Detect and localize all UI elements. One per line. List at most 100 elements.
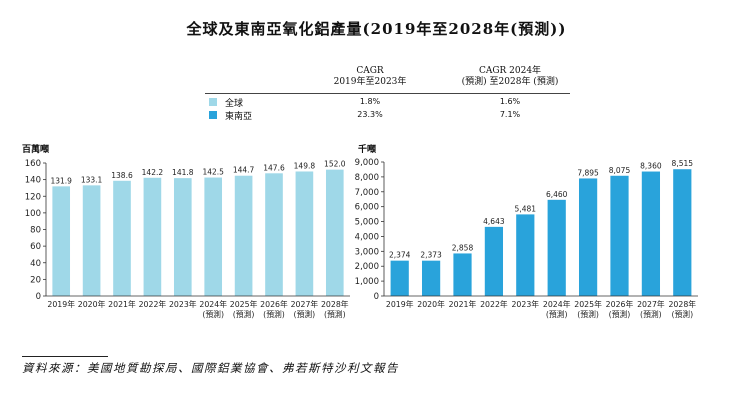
sea-bar bbox=[421, 260, 441, 296]
sea-y-tick-label: 6,000 bbox=[355, 203, 379, 213]
global-y-tick-label: 100 bbox=[25, 209, 41, 219]
sea-x-tick-label: 2023年 bbox=[511, 299, 539, 309]
global-bar-label: 142.5 bbox=[202, 168, 224, 177]
global-bar bbox=[325, 169, 344, 296]
sea-bar bbox=[610, 175, 629, 296]
global-x-tick-label: (預測) bbox=[294, 309, 316, 319]
sea-bar bbox=[673, 169, 692, 296]
global-bar bbox=[204, 177, 223, 296]
sea-y-tick-label: 1,000 bbox=[355, 277, 379, 287]
global-x-tick-label: 2024年 bbox=[199, 299, 227, 309]
global-bar-label: 149.8 bbox=[294, 161, 316, 170]
sea-y-tick-label: 7,000 bbox=[355, 188, 379, 198]
cagr-sea-period1: 23.3% bbox=[357, 110, 383, 119]
legend-label-global: 全球 bbox=[225, 99, 244, 109]
sea-bar bbox=[641, 171, 661, 296]
sea-bar-label: 8,075 bbox=[609, 166, 631, 175]
global-y-tick-label: 20 bbox=[30, 275, 41, 285]
global-bar-label: 147.6 bbox=[263, 163, 285, 172]
global-bar-label: 138.6 bbox=[111, 171, 133, 180]
sea-x-tick-label: 2025年 bbox=[574, 299, 602, 309]
sea-x-tick-label: 2028年 bbox=[668, 299, 696, 309]
global-bar bbox=[113, 180, 131, 296]
cagr-header-period1: CAGR 2019年至2023年 bbox=[315, 66, 425, 88]
global-bar bbox=[52, 186, 71, 296]
global-bar-label: 142.2 bbox=[142, 168, 164, 177]
sea-x-tick-label: (預測) bbox=[609, 309, 631, 319]
sea-bar-label: 8,360 bbox=[640, 162, 662, 171]
sea-x-tick-label: 2027年 bbox=[637, 299, 665, 309]
chart-title: 全球及東南亞氧化鋁產量(2019年至2028年(預測)) bbox=[186, 20, 567, 38]
sea-bar-label: 2,374 bbox=[389, 251, 411, 260]
source-note: 資料來源：美國地質勘探局、國際鋁業協會、弗若斯特沙利文報告 bbox=[22, 361, 399, 375]
global-x-tick-label: (預測) bbox=[324, 309, 346, 319]
sea-y-tick-label: 9,000 bbox=[355, 158, 379, 168]
sea-x-tick-label: (預測) bbox=[546, 309, 568, 319]
global-bar-label: 141.8 bbox=[172, 168, 194, 177]
global-x-tick-label: 2020年 bbox=[78, 299, 106, 309]
left-chart-unit: 百萬噸 bbox=[22, 145, 50, 155]
global-x-tick-label: 2027年 bbox=[291, 299, 319, 309]
global-x-tick-label: 2026年 bbox=[260, 299, 288, 309]
cagr-global-period1: 1.8% bbox=[359, 97, 381, 106]
global-x-tick-label: 2025年 bbox=[230, 299, 258, 309]
sea-y-tick-label: 5,000 bbox=[355, 218, 379, 228]
global-y-tick-label: 40 bbox=[30, 259, 41, 269]
global-bar bbox=[143, 177, 162, 296]
sea-y-tick-label: 0 bbox=[374, 292, 379, 302]
sea-x-tick-label: (預測) bbox=[671, 309, 693, 319]
cagr-header-period2-line1: CAGR 2024年 bbox=[478, 66, 542, 76]
global-bar bbox=[295, 171, 314, 296]
cagr-row-global: 全球 1.8% 1.6% bbox=[205, 96, 570, 109]
cagr-row-sea: 東南亞 23.3% 7.1% bbox=[205, 109, 570, 122]
global-bar bbox=[265, 173, 283, 296]
global-x-tick-label: 2023年 bbox=[169, 299, 197, 309]
sea-bar-label: 7,895 bbox=[577, 168, 599, 177]
sea-x-tick-label: 2022年 bbox=[480, 299, 508, 309]
source-divider bbox=[22, 356, 108, 357]
sea-bar bbox=[390, 260, 409, 296]
sea-bar-label: 4,643 bbox=[483, 217, 505, 226]
global-x-tick-label: 2021年 bbox=[108, 299, 136, 309]
global-y-tick-label: 0 bbox=[36, 292, 41, 302]
legend-swatch-global bbox=[209, 98, 217, 106]
legend-label-sea: 東南亞 bbox=[225, 112, 253, 122]
sea-x-tick-label: 2021年 bbox=[449, 299, 477, 309]
cagr-header-period2: CAGR 2024年 (預測) 至2028年 (預測) bbox=[445, 66, 575, 88]
sea-bar-label: 5,481 bbox=[515, 204, 537, 213]
sea-bar-label: 8,515 bbox=[672, 159, 694, 168]
global-x-tick-label: 2019年 bbox=[47, 299, 75, 309]
sea-x-tick-label: 2026年 bbox=[606, 299, 634, 309]
cagr-divider bbox=[205, 93, 570, 94]
global-x-tick-label: 2022年 bbox=[139, 299, 167, 309]
global-bar bbox=[82, 185, 101, 296]
sea-bar bbox=[578, 178, 598, 296]
global-x-tick-label: (預測) bbox=[233, 309, 255, 319]
cagr-header-period1-line1: CAGR bbox=[356, 66, 384, 76]
global-x-tick-label: (預測) bbox=[202, 309, 224, 319]
sea-x-tick-label: 2019年 bbox=[386, 299, 414, 309]
sea-x-tick-label: (預測) bbox=[640, 309, 662, 319]
sea-bar-label: 2,373 bbox=[420, 251, 442, 260]
global-bar-label: 131.9 bbox=[50, 176, 72, 185]
sea-x-tick-label: (預測) bbox=[577, 309, 599, 319]
global-y-tick-label: 160 bbox=[25, 159, 41, 169]
legend-swatch-sea bbox=[209, 111, 217, 119]
global-x-tick-label: 2028年 bbox=[321, 299, 349, 309]
global-bar-label: 144.7 bbox=[233, 166, 255, 175]
global-y-tick-label: 120 bbox=[25, 192, 41, 202]
sea-y-tick-label: 8,000 bbox=[355, 173, 379, 183]
cagr-sea-period2: 7.1% bbox=[499, 110, 521, 119]
global-x-tick-label: (預測) bbox=[263, 309, 285, 319]
sea-bar bbox=[547, 199, 566, 296]
global-y-tick-label: 80 bbox=[30, 226, 41, 236]
sea-bar bbox=[453, 253, 472, 296]
sea-y-tick-label: 2,000 bbox=[355, 262, 379, 272]
sea-y-tick-label: 3,000 bbox=[355, 247, 379, 257]
sea-bar-label: 2,858 bbox=[452, 243, 474, 252]
cagr-header-period1-line2: 2019年至2023年 bbox=[333, 77, 407, 87]
global-y-tick-label: 60 bbox=[30, 242, 41, 252]
right-chart-unit: 千噸 bbox=[358, 145, 377, 155]
global-bar-label: 152.0 bbox=[324, 160, 346, 169]
